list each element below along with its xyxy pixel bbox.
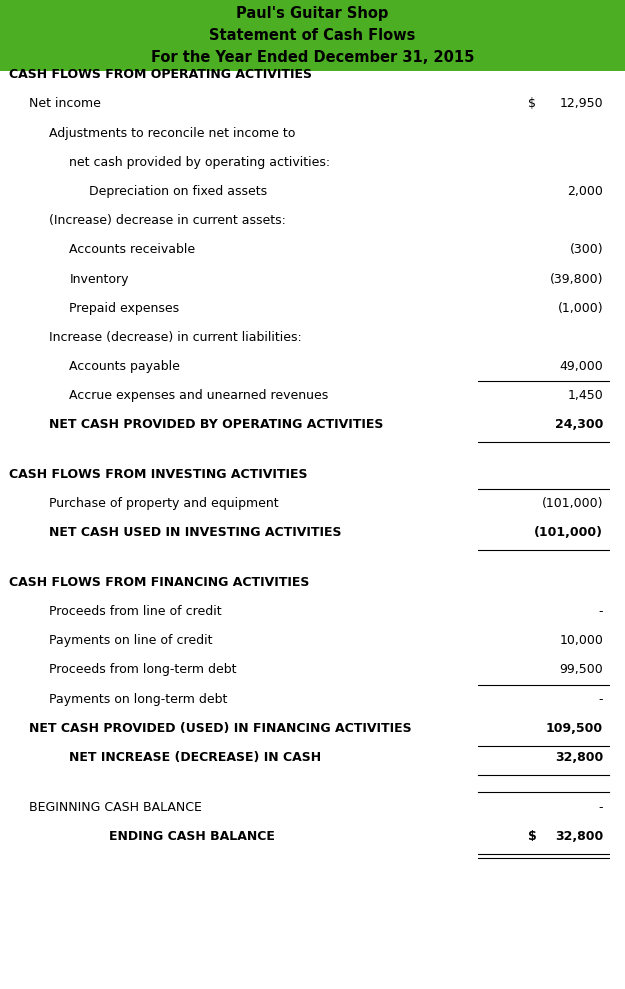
Text: Accounts payable: Accounts payable	[69, 360, 180, 373]
Text: Statement of Cash Flows: Statement of Cash Flows	[209, 28, 416, 44]
Text: Net income: Net income	[29, 98, 101, 111]
Text: Accrue expenses and unearned revenues: Accrue expenses and unearned revenues	[69, 390, 329, 403]
Text: -: -	[599, 800, 603, 814]
Text: Adjustments to reconcile net income to: Adjustments to reconcile net income to	[49, 127, 296, 139]
Text: 32,800: 32,800	[555, 751, 603, 764]
Text: ENDING CASH BALANCE: ENDING CASH BALANCE	[109, 830, 275, 843]
Text: CASH FLOWS FROM INVESTING ACTIVITIES: CASH FLOWS FROM INVESTING ACTIVITIES	[9, 468, 308, 481]
Text: Payments on long-term debt: Payments on long-term debt	[49, 692, 227, 705]
Text: -: -	[599, 605, 603, 618]
Text: For the Year Ended December 31, 2015: For the Year Ended December 31, 2015	[151, 49, 474, 65]
Text: 1,450: 1,450	[568, 390, 603, 403]
Text: (101,000): (101,000)	[534, 526, 603, 539]
Text: NET INCREASE (DECREASE) IN CASH: NET INCREASE (DECREASE) IN CASH	[69, 751, 321, 764]
Text: Payments on line of credit: Payments on line of credit	[49, 634, 213, 647]
Text: 2,000: 2,000	[568, 185, 603, 198]
Text: CASH FLOWS FROM OPERATING ACTIVITIES: CASH FLOWS FROM OPERATING ACTIVITIES	[9, 68, 312, 81]
Text: Inventory: Inventory	[69, 273, 129, 286]
Text: net cash provided by operating activities:: net cash provided by operating activitie…	[69, 156, 331, 169]
Text: BEGINNING CASH BALANCE: BEGINNING CASH BALANCE	[29, 800, 203, 814]
Text: NET CASH USED IN INVESTING ACTIVITIES: NET CASH USED IN INVESTING ACTIVITIES	[49, 526, 342, 539]
Text: 10,000: 10,000	[559, 634, 603, 647]
Text: Proceeds from long-term debt: Proceeds from long-term debt	[49, 664, 237, 676]
Text: Paul's Guitar Shop: Paul's Guitar Shop	[236, 6, 389, 22]
Text: Prepaid expenses: Prepaid expenses	[69, 302, 179, 315]
Text: (Increase) decrease in current assets:: (Increase) decrease in current assets:	[49, 215, 286, 227]
Text: 24,300: 24,300	[555, 418, 603, 431]
Text: (101,000): (101,000)	[542, 497, 603, 510]
Text: Proceeds from line of credit: Proceeds from line of credit	[49, 605, 222, 618]
Text: Depreciation on fixed assets: Depreciation on fixed assets	[89, 185, 268, 198]
FancyBboxPatch shape	[0, 0, 625, 71]
Text: Increase (decrease) in current liabilities:: Increase (decrease) in current liabiliti…	[49, 331, 302, 344]
Text: 99,500: 99,500	[559, 664, 603, 676]
Text: 32,800: 32,800	[555, 830, 603, 843]
Text: Purchase of property and equipment: Purchase of property and equipment	[49, 497, 279, 510]
Text: 12,950: 12,950	[559, 98, 603, 111]
Text: 109,500: 109,500	[546, 722, 603, 735]
Text: NET CASH PROVIDED BY OPERATING ACTIVITIES: NET CASH PROVIDED BY OPERATING ACTIVITIE…	[49, 418, 384, 431]
Text: (1,000): (1,000)	[558, 302, 603, 315]
Text: $: $	[528, 98, 536, 111]
Text: (300): (300)	[569, 243, 603, 256]
Text: 49,000: 49,000	[559, 360, 603, 373]
Text: NET CASH PROVIDED (USED) IN FINANCING ACTIVITIES: NET CASH PROVIDED (USED) IN FINANCING AC…	[29, 722, 412, 735]
Text: (39,800): (39,800)	[549, 273, 603, 286]
Text: CASH FLOWS FROM FINANCING ACTIVITIES: CASH FLOWS FROM FINANCING ACTIVITIES	[9, 576, 310, 588]
Text: $: $	[528, 830, 537, 843]
Text: -: -	[599, 692, 603, 705]
Text: Accounts receivable: Accounts receivable	[69, 243, 196, 256]
